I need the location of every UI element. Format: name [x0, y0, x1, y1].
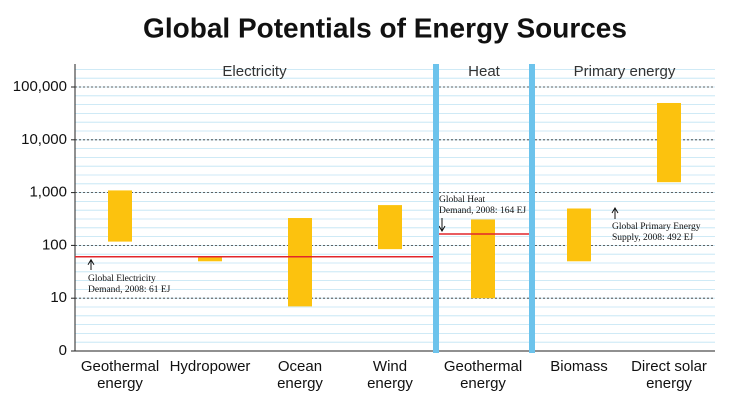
range-bar: [378, 205, 402, 250]
range-bar: [567, 208, 591, 262]
annotation: Demand, 2008: 61 EJ: [88, 285, 171, 295]
x-tick-label: energy: [367, 375, 413, 392]
x-tick-label: Ocean: [278, 358, 322, 375]
y-tick-label: 1,000: [29, 184, 67, 201]
annotation: Global Primary Energy: [612, 222, 701, 232]
x-tick-label: Wind: [373, 358, 407, 375]
arrow-head: [611, 207, 619, 214]
x-tick-label: Biomass: [550, 358, 608, 375]
annotation: Global Electricity: [88, 274, 156, 284]
annotation: Global Heat: [439, 195, 486, 205]
section-label: Electricity: [222, 63, 287, 80]
range-bar: [657, 102, 681, 183]
x-tick-label: energy: [97, 375, 143, 392]
y-tick-label: 100,000: [13, 78, 67, 95]
arrow-head: [87, 258, 95, 265]
annotation: Demand, 2008: 164 EJ: [439, 206, 526, 216]
y-tick-label: 10,000: [21, 131, 67, 148]
x-tick-label: Geothermal: [81, 358, 159, 375]
range-bar: [198, 257, 222, 262]
annotation: Supply, 2008: 492 EJ: [612, 233, 693, 243]
range-bar: [108, 190, 132, 242]
y-tick-label: 0: [59, 342, 67, 359]
x-tick-label: Hydropower: [170, 358, 251, 375]
x-tick-label: Direct solar: [631, 358, 707, 375]
section-label: Heat: [468, 63, 501, 80]
x-tick-label: Geothermal: [444, 358, 522, 375]
x-tick-label: energy: [277, 375, 323, 392]
range-bar: [288, 218, 312, 307]
arrow-head: [438, 225, 446, 233]
y-tick-label: 10: [50, 289, 67, 306]
chart-title: Global Potentials of Energy Sources: [143, 12, 627, 43]
range-bar: [471, 219, 495, 299]
x-tick-label: energy: [646, 375, 692, 392]
y-tick-label: 100: [42, 236, 67, 253]
x-tick-label: energy: [460, 375, 506, 392]
section-label: Primary energy: [574, 63, 676, 80]
